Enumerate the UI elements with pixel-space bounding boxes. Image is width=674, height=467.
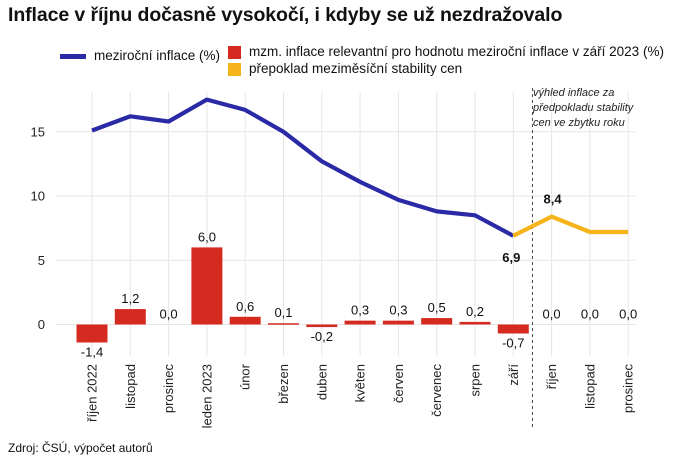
x-tick-label: červenec <box>429 364 444 417</box>
bar-value-label: -0,2 <box>311 329 333 344</box>
x-tick-label: květen <box>353 364 368 402</box>
x-tick-label: listopad <box>123 364 138 409</box>
y-tick-label: 10 <box>31 189 45 204</box>
bar-value-label: 0,1 <box>274 305 292 320</box>
inflation-line <box>91 97 515 238</box>
bar <box>421 318 453 325</box>
bar-value-label: 0,0 <box>543 307 561 322</box>
x-tick-label: prosinec <box>621 364 636 414</box>
bar <box>76 324 108 343</box>
x-tick-label: březen <box>276 364 291 404</box>
bar-value-label: -0,7 <box>502 335 524 350</box>
x-tick-label: duben <box>314 364 329 400</box>
x-tick-label: leden 2023 <box>199 364 214 428</box>
legend-forecast: přepoklad meziměsíční stability cen <box>228 61 462 76</box>
x-tick-label: říjen 2022 <box>85 364 100 422</box>
bar-value-label: -1,4 <box>81 344 103 359</box>
bar-value-label: 1,2 <box>121 291 139 306</box>
legend-line-swatch <box>60 53 86 59</box>
bar-value-label: 6,0 <box>198 229 216 244</box>
bar-value-label: 0,3 <box>389 303 407 318</box>
bar-value-label: 0,0 <box>160 307 178 322</box>
x-tick-label: srpen <box>468 364 483 397</box>
legend-bar-swatch <box>228 45 241 59</box>
y-tick-label: 5 <box>38 253 45 268</box>
bar <box>114 309 146 325</box>
bar <box>191 247 223 325</box>
bar <box>344 320 376 325</box>
bar-value-label: 0,0 <box>619 307 637 322</box>
bar-value-label: 0,3 <box>351 303 369 318</box>
bar <box>229 316 261 325</box>
bar <box>382 320 414 325</box>
legend-bar-label: mzm. inflace relevantní pro hodnotu mezi… <box>249 44 664 59</box>
x-tick-label: září <box>506 364 521 386</box>
x-tick-label: listopad <box>582 364 597 409</box>
x-tick-label: prosinec <box>161 364 176 414</box>
legend-line: meziroční inflace (%) <box>60 48 220 63</box>
x-tick-label: červen <box>391 364 406 403</box>
legend-forecast-swatch <box>228 62 241 76</box>
point-value-label: 6,9 <box>502 250 520 265</box>
legend-line-label: meziroční inflace (%) <box>94 48 221 63</box>
y-tick-label: 15 <box>31 124 45 139</box>
bar <box>497 324 529 334</box>
forecast-line <box>512 214 629 238</box>
source-note: Zdroj: ČSÚ, výpočet autorů <box>8 441 153 455</box>
point-value-label: 8,4 <box>544 192 563 207</box>
forecast-annotation: výhled inflace za předpokladu stability … <box>532 87 636 129</box>
legend-forecast-label: přepoklad meziměsíční stability cen <box>249 61 463 76</box>
bar <box>306 324 338 328</box>
chart-title: Inflace v říjnu dočasně vysokočí, i kdyb… <box>8 4 563 26</box>
legend-bar: mzm. inflace relevantní pro hodnotu mezi… <box>228 44 664 59</box>
bar-value-label: 0,0 <box>581 307 599 322</box>
bar-value-label: 0,6 <box>236 299 254 314</box>
x-tick-label: únor <box>238 363 253 390</box>
x-tick-label: říjen <box>544 364 559 389</box>
bar-value-label: 0,5 <box>428 300 446 315</box>
y-tick-label: 0 <box>38 317 45 332</box>
bar-value-label: 0,2 <box>466 304 484 319</box>
bar <box>459 321 491 325</box>
bar <box>268 323 299 325</box>
